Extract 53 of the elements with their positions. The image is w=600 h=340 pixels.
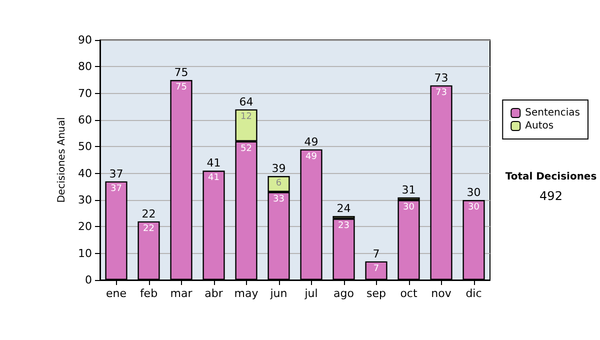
x-tick-label: ago	[334, 287, 354, 300]
x-tick-label: ene	[106, 287, 127, 300]
total-label: 30	[466, 186, 481, 199]
data-label: 30	[403, 202, 415, 212]
data-label: 41	[208, 173, 220, 184]
y-tick-label: 40	[78, 166, 92, 180]
total-label: 22	[142, 207, 156, 220]
x-tick-label: nov	[431, 287, 452, 300]
data-label: 6	[276, 178, 282, 188]
data-label: 49	[306, 152, 318, 162]
total-label: 7	[372, 247, 380, 260]
legend-label: Autos	[525, 120, 554, 132]
data-label: 37	[110, 184, 122, 194]
y-axis-title: Decisiones Anual	[56, 117, 68, 203]
data-label: 73	[436, 88, 447, 98]
text: Total Decisiones	[505, 172, 597, 182]
y-tick-label: 10	[78, 246, 92, 260]
x-tick-label: jun	[269, 287, 288, 300]
y-tick-label: 20	[78, 220, 92, 234]
data-label: 30	[468, 202, 480, 212]
total-label: 64	[239, 95, 254, 108]
data-label: 23	[338, 221, 350, 232]
x-tick-label: sep	[366, 287, 386, 300]
data-label: 7	[373, 264, 380, 274]
x-tick-label: oct	[400, 287, 418, 300]
data-label: 75	[176, 82, 187, 92]
x-tick-label: may	[234, 287, 259, 300]
legend-label: Sentencias	[525, 108, 580, 118]
x-tick-label: feb	[140, 287, 158, 300]
total-label: 31	[402, 183, 416, 196]
y-tick-label: 60	[78, 114, 92, 126]
data-label: 52	[240, 144, 252, 154]
text: 492	[540, 189, 562, 203]
data-label: 22	[143, 224, 154, 234]
total-label: 49	[304, 135, 318, 148]
data-label: 12	[240, 112, 252, 122]
x-tick-label: abr	[204, 287, 224, 300]
y-tick-label: 70	[78, 86, 92, 100]
data-label: 33	[273, 194, 284, 204]
y-tick-label: 80	[78, 60, 92, 74]
y-tick-label: 90	[78, 34, 92, 46]
total-label: 75	[174, 66, 188, 79]
y-tick-label: 0	[85, 274, 92, 286]
x-tick-label: dic	[466, 287, 482, 300]
x-tick-label: jul	[304, 287, 318, 300]
total-label: 37	[109, 167, 124, 180]
total-label: 39	[272, 162, 286, 175]
total-label: 24	[336, 202, 351, 215]
y-tick-label: 30	[78, 194, 92, 206]
x-tick-label: mar	[170, 287, 193, 300]
total-label: 41	[206, 156, 221, 170]
total-label: 73	[434, 71, 448, 84]
y-tick-label: 50	[78, 140, 92, 154]
